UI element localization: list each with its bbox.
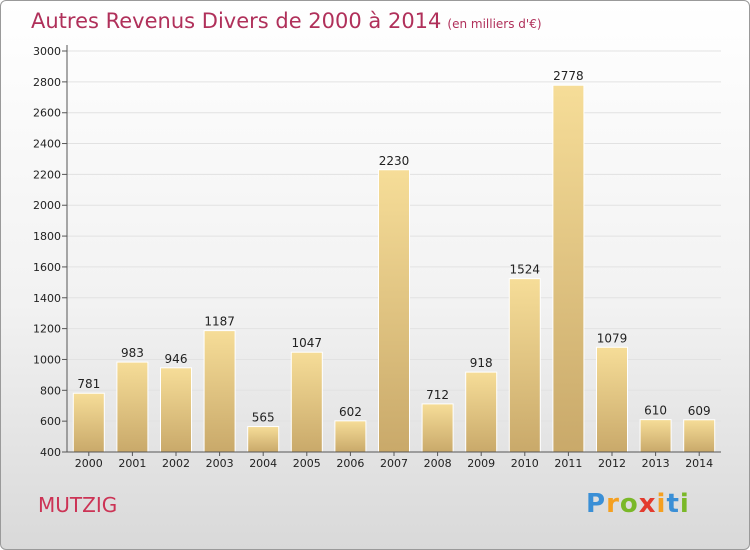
y-tick-label: 2600	[33, 107, 61, 120]
value-label: 1079	[597, 331, 628, 345]
y-tick-label: 1200	[33, 323, 61, 336]
bar-2002	[160, 367, 192, 453]
value-label: 565	[252, 411, 275, 425]
bar-2004	[247, 426, 280, 453]
bar-2010	[508, 278, 541, 453]
y-tick-label: 1800	[33, 230, 61, 243]
chart-title: Autres Revenus Divers de 2000 à 2014 (en …	[31, 9, 542, 33]
chart-title-text: Autres Revenus Divers de 2000 à 2014	[31, 9, 442, 33]
y-tick-label: 3000	[33, 45, 61, 58]
x-tick-label: 2006	[336, 457, 364, 470]
x-tick-label: 2010	[511, 457, 539, 470]
bar-2009	[465, 371, 498, 453]
bar-2000	[72, 392, 105, 453]
value-label: 983	[121, 346, 144, 360]
y-tick-label: 1400	[33, 292, 61, 305]
bar-2006	[334, 420, 367, 453]
value-label: 712	[426, 388, 449, 402]
bar-2011	[552, 84, 585, 453]
value-label: 1187	[204, 315, 235, 329]
logo-letter: P	[586, 489, 607, 519]
bar-2014	[683, 419, 716, 453]
bar-2003	[203, 330, 236, 453]
value-label: 946	[165, 352, 188, 366]
y-tick-label: 2800	[33, 76, 61, 89]
bar-2007	[378, 169, 410, 453]
y-tick-label: 800	[40, 384, 61, 397]
x-tick-label: 2005	[293, 457, 321, 470]
x-tick-label: 2008	[424, 457, 452, 470]
value-label: 1047	[292, 336, 323, 350]
y-tick-label: 1600	[33, 261, 61, 274]
bars: 781 983 946 1187 565 1047 602 2230 712 918 1524 277…	[72, 69, 716, 453]
x-tick-label: 2004	[249, 457, 277, 470]
logo-letter: t	[666, 489, 680, 519]
logo-letter: x	[638, 489, 657, 519]
x-tick-label: 2014	[685, 457, 713, 470]
value-label: 781	[77, 377, 100, 391]
x-tick-label: 2007	[380, 457, 408, 470]
y-tick-label: 600	[40, 415, 61, 428]
logo-letter: r	[606, 489, 620, 519]
city-name: MUTZIG	[38, 493, 118, 517]
y-tick-label: 1000	[33, 353, 61, 366]
value-label: 2230	[379, 154, 410, 168]
proxiti-logo: Proxiti	[586, 489, 690, 519]
x-tick-label: 2000	[75, 457, 103, 470]
logo-letter: i	[679, 489, 690, 519]
bar-2013	[639, 419, 672, 453]
x-tick-label: 2001	[118, 457, 146, 470]
logo-letter: o	[619, 489, 639, 519]
value-label: 1524	[510, 263, 541, 277]
bar-2001	[116, 361, 149, 453]
x-tick-label: 2011	[554, 457, 582, 470]
value-label: 2778	[553, 69, 584, 83]
value-label: 609	[688, 404, 711, 418]
value-label: 602	[339, 405, 362, 419]
chart-subtitle: (en milliers d'€)	[447, 17, 542, 31]
value-label: 610	[644, 404, 667, 418]
bar-2008	[421, 403, 454, 453]
value-label: 918	[470, 356, 493, 370]
y-tick-label: 2200	[33, 168, 61, 181]
bar-2012	[596, 346, 628, 453]
bar-2005	[290, 351, 323, 453]
axes: 400 600 800 1000 1200 1400 1600 1800 2000 2200 240…	[33, 45, 721, 470]
y-tick-label: 2400	[33, 138, 61, 151]
x-tick-label: 2009	[467, 457, 495, 470]
x-tick-label: 2002	[162, 457, 190, 470]
y-tick-label: 2000	[33, 199, 61, 212]
y-tick-label: 400	[40, 446, 61, 459]
x-tick-label: 2003	[206, 457, 234, 470]
x-tick-label: 2012	[598, 457, 626, 470]
x-tick-label: 2013	[642, 457, 670, 470]
logo-letter: i	[656, 489, 667, 519]
